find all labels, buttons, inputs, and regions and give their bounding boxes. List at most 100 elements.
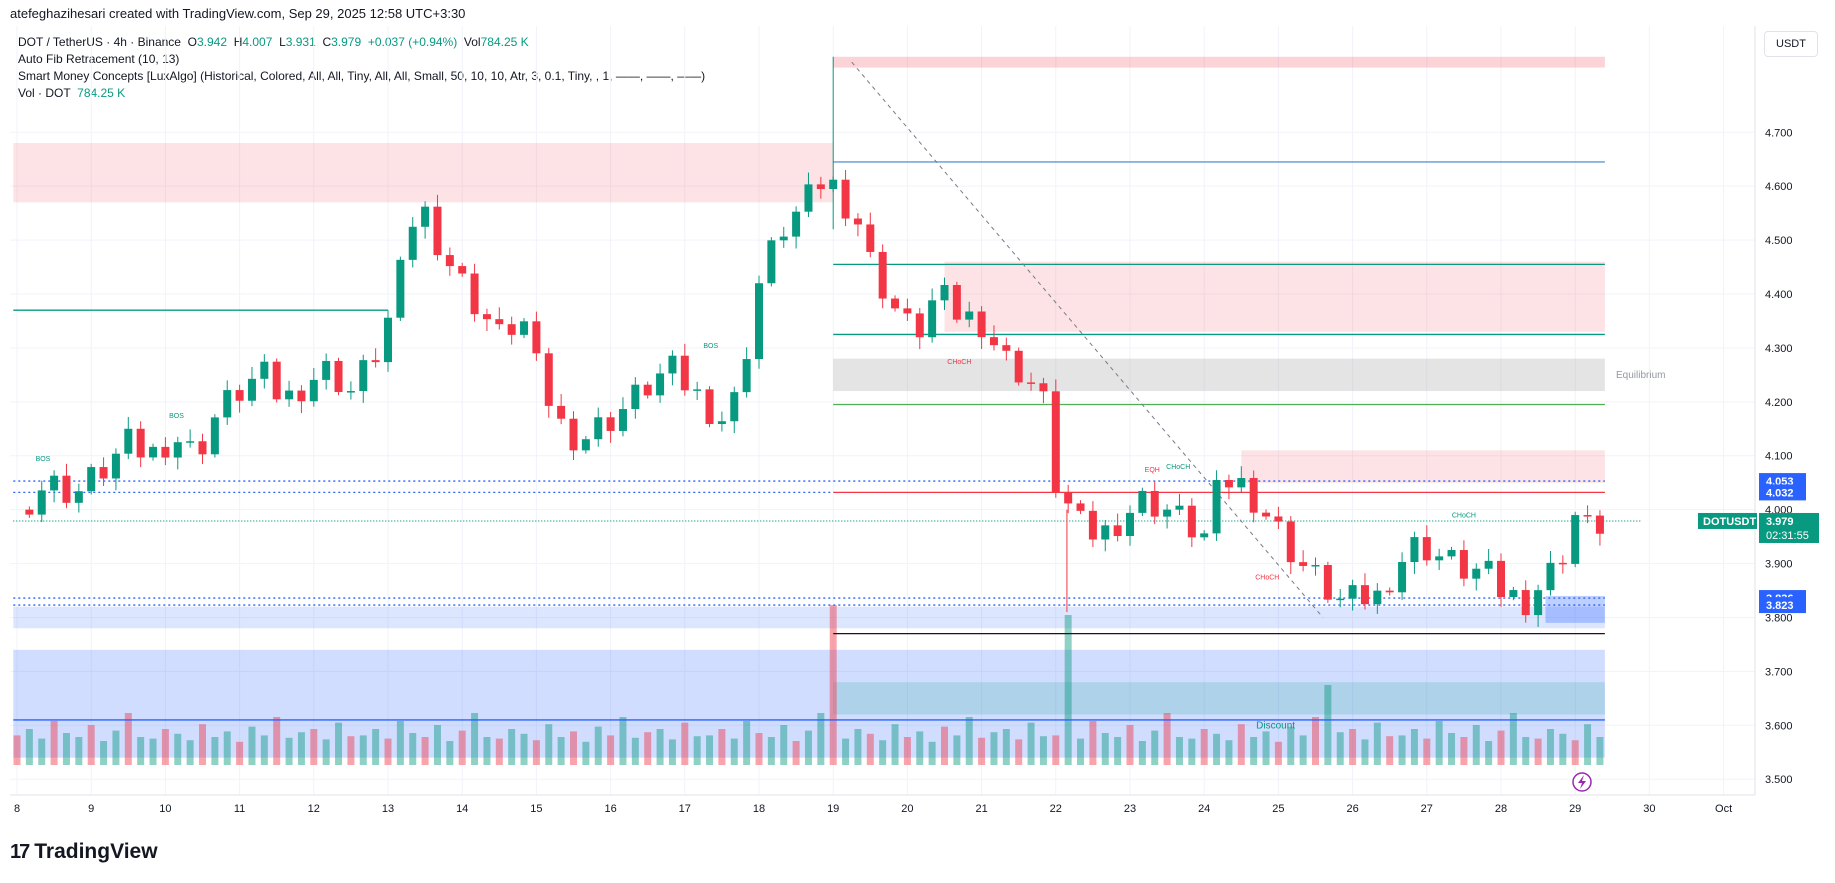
volume-bar bbox=[570, 731, 577, 765]
volume-bar bbox=[1324, 685, 1332, 765]
volume-bar bbox=[792, 741, 800, 765]
candle-body bbox=[1076, 503, 1085, 511]
volume-bar bbox=[1559, 733, 1567, 765]
volume-bar bbox=[941, 726, 948, 765]
time-tick-label: 27 bbox=[1421, 803, 1433, 815]
volume-bar bbox=[1336, 732, 1344, 765]
volume-bar bbox=[1460, 737, 1468, 765]
volume-bar bbox=[1373, 722, 1381, 765]
time-tick-label: 29 bbox=[1569, 803, 1581, 815]
volume-bar bbox=[273, 717, 281, 765]
candle-body bbox=[952, 285, 961, 320]
volume-bar bbox=[903, 737, 911, 765]
candle-body bbox=[495, 319, 504, 325]
volume-bar bbox=[236, 741, 244, 765]
candle-body bbox=[507, 324, 516, 335]
vol-value: 784.25 K bbox=[480, 35, 529, 49]
volume-bar bbox=[990, 732, 998, 765]
volume-bar bbox=[743, 721, 751, 765]
volume-bar bbox=[582, 741, 590, 765]
volume-bar bbox=[656, 729, 664, 765]
candle-body bbox=[247, 378, 256, 401]
price-tick-label: 3.700 bbox=[1765, 666, 1793, 678]
time-axis: 8 9 10 11 12 13 14 15 16 17 18 19 20 21 22 23 24 25 26 27 28… bbox=[10, 794, 1755, 815]
volume-bar bbox=[1250, 737, 1258, 765]
volume-bar bbox=[755, 733, 763, 765]
volume-bar bbox=[1361, 739, 1369, 765]
volume-bar bbox=[532, 740, 540, 765]
candle-body bbox=[359, 360, 368, 392]
volume-bar bbox=[594, 726, 602, 765]
volume-bar bbox=[372, 729, 380, 765]
indicator-fib[interactable]: Auto Fib Retracement (10, 13) bbox=[18, 52, 180, 66]
currency-selector[interactable]: USDT bbox=[1764, 31, 1818, 57]
candle-body bbox=[161, 446, 170, 458]
open-value: 3.942 bbox=[196, 35, 228, 49]
lightning-icon[interactable] bbox=[1572, 772, 1592, 792]
candle-body bbox=[173, 442, 182, 458]
candle-body bbox=[792, 211, 801, 237]
volume-bar bbox=[471, 713, 479, 765]
price-tick-label: 4.600 bbox=[1765, 181, 1793, 193]
volume-bar bbox=[1485, 741, 1493, 765]
volume-bar bbox=[285, 737, 293, 765]
candle-body bbox=[99, 467, 108, 479]
symbol-name[interactable]: DOT / TetherUS · 4h · Binance bbox=[18, 35, 181, 49]
volume-bar bbox=[1571, 740, 1579, 765]
time-tick-label: 26 bbox=[1346, 803, 1358, 815]
price-tick-label: 3.500 bbox=[1765, 774, 1793, 786]
high-label: H bbox=[233, 35, 243, 49]
volume-bar bbox=[928, 741, 936, 765]
candle-body bbox=[965, 311, 974, 320]
candle-body bbox=[680, 355, 689, 391]
price-tick-label: 3.600 bbox=[1765, 720, 1793, 732]
volume-bar bbox=[421, 737, 429, 765]
indicator-volume[interactable]: Vol · DOT 784.25 K bbox=[18, 85, 705, 102]
volume-bar bbox=[1114, 737, 1122, 765]
annotation-label: EQH bbox=[1145, 467, 1160, 474]
volume-bar bbox=[953, 735, 961, 765]
annotation-label: CHoCH bbox=[1452, 513, 1476, 520]
candle-body bbox=[1336, 598, 1345, 601]
candle-body bbox=[260, 361, 269, 379]
volume-bar bbox=[668, 739, 676, 765]
brand-name: TradingView bbox=[34, 840, 158, 863]
price-axis: 3.5003.6003.7003.8003.9004.0004.1004.200… bbox=[1698, 26, 1819, 795]
smc-zones bbox=[13, 56, 1605, 758]
volume-bar bbox=[607, 735, 615, 765]
volume-bar bbox=[211, 737, 219, 765]
volume-bar bbox=[223, 731, 231, 765]
candle-body bbox=[928, 300, 937, 338]
indicator-smc[interactable]: Smart Money Concepts [LuxAlgo] (Historic… bbox=[18, 69, 706, 83]
time-tick-label: 19 bbox=[827, 803, 839, 815]
volume-bar bbox=[545, 724, 553, 765]
fib-trend-line bbox=[851, 61, 1324, 618]
volume-indicator-label: Vol · DOT bbox=[18, 86, 71, 100]
chart-legend: DOT / TetherUS · 4h · Binance O3.942 H4.… bbox=[18, 34, 705, 102]
candle-body bbox=[1459, 550, 1468, 579]
time-tick-label: 15 bbox=[530, 803, 542, 815]
candle-body bbox=[1224, 480, 1233, 488]
tradingview-brand[interactable]: 17 TradingView bbox=[10, 840, 158, 864]
zone-supply-top bbox=[833, 56, 1605, 68]
change-value: +0.037 (+0.94%) bbox=[367, 35, 458, 49]
volume-bar bbox=[1126, 725, 1134, 765]
annotation-label: BOS bbox=[703, 343, 718, 350]
candle-body bbox=[1410, 537, 1419, 563]
candle-body bbox=[816, 184, 825, 190]
volume-bar bbox=[644, 732, 652, 765]
symbol-row[interactable]: DOT / TetherUS · 4h · Binance O3.942 H4.… bbox=[18, 34, 705, 51]
volume-bar bbox=[804, 730, 812, 765]
volume-bar bbox=[1138, 741, 1146, 765]
tradingview-logo-icon: 17 bbox=[10, 840, 30, 863]
candle-body bbox=[482, 314, 491, 320]
candle-body bbox=[853, 218, 862, 225]
time-tick-label: 21 bbox=[975, 803, 987, 815]
volume-bar bbox=[866, 733, 874, 765]
close-value: 3.979 bbox=[331, 35, 362, 49]
candle-body bbox=[470, 273, 479, 315]
candle-body bbox=[618, 409, 627, 431]
volume-bar bbox=[1509, 713, 1517, 765]
candle-body bbox=[1113, 525, 1122, 537]
